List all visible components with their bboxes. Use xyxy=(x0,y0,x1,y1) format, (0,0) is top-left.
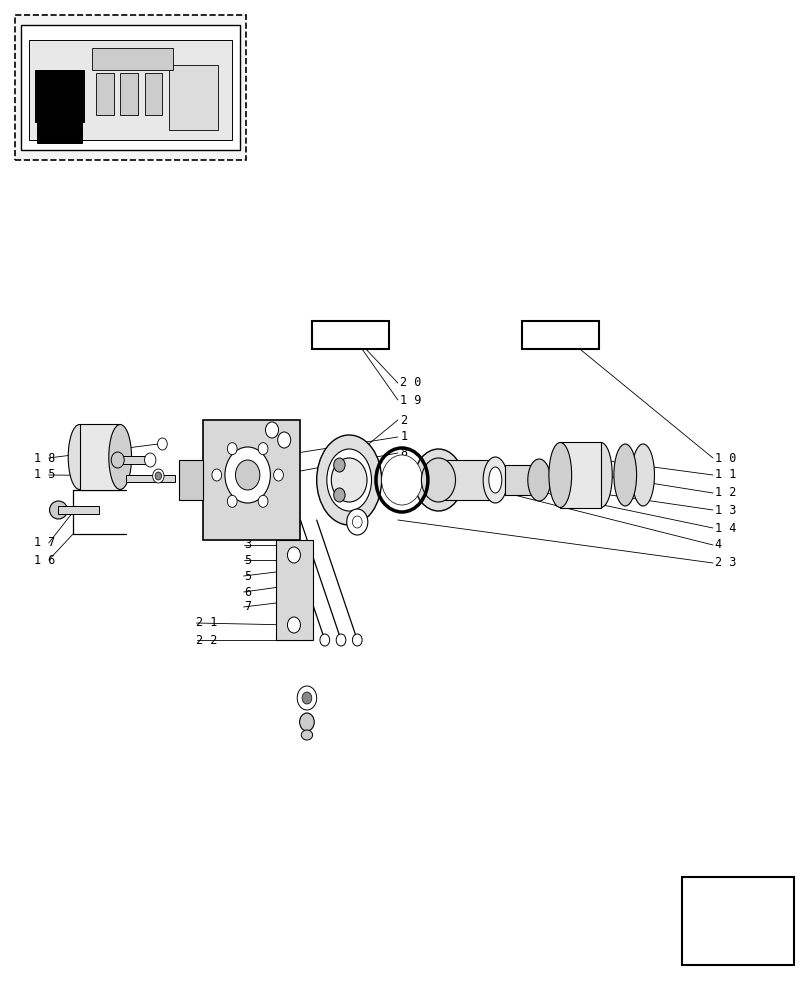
Circle shape xyxy=(212,469,221,481)
Bar xyxy=(58,506,99,514)
Circle shape xyxy=(287,547,300,563)
Text: 5: 5 xyxy=(244,554,251,566)
Circle shape xyxy=(320,634,329,646)
Circle shape xyxy=(155,472,161,480)
Ellipse shape xyxy=(414,449,462,511)
Circle shape xyxy=(265,422,278,438)
Text: 1 8: 1 8 xyxy=(34,452,55,464)
Bar xyxy=(144,73,162,115)
Bar xyxy=(92,48,173,70)
Bar xyxy=(21,25,239,150)
Circle shape xyxy=(277,432,290,448)
Text: 1 2: 1 2 xyxy=(714,487,735,499)
Circle shape xyxy=(152,469,164,483)
Text: 1 3: 1 3 xyxy=(714,504,735,516)
Bar xyxy=(15,15,246,160)
Ellipse shape xyxy=(68,424,91,489)
Ellipse shape xyxy=(483,457,507,503)
Circle shape xyxy=(302,692,311,704)
Text: 8: 8 xyxy=(400,446,407,460)
Text: 5: 5 xyxy=(244,570,251,582)
Circle shape xyxy=(331,458,367,502)
Bar xyxy=(203,420,300,540)
Bar xyxy=(120,456,152,464)
Circle shape xyxy=(297,686,316,710)
Ellipse shape xyxy=(326,449,371,511)
Ellipse shape xyxy=(548,442,571,508)
Bar xyxy=(178,460,203,500)
Circle shape xyxy=(144,453,156,467)
Circle shape xyxy=(111,452,124,468)
Text: 1 1: 1 1 xyxy=(714,468,735,482)
Bar xyxy=(35,70,84,122)
Bar xyxy=(169,65,217,130)
Ellipse shape xyxy=(589,442,611,508)
Ellipse shape xyxy=(421,458,455,502)
Text: 1 9: 1 9 xyxy=(400,393,421,406)
Circle shape xyxy=(352,516,362,528)
Text: 4: 4 xyxy=(714,538,721,552)
Text: 3: 3 xyxy=(244,538,251,552)
Ellipse shape xyxy=(527,459,550,501)
Circle shape xyxy=(258,443,268,455)
Text: 2 3: 2 3 xyxy=(714,556,735,570)
Text: 7: 7 xyxy=(244,600,251,613)
Bar xyxy=(521,321,598,349)
Text: 1 7: 1 7 xyxy=(34,536,55,550)
Bar xyxy=(37,121,82,143)
Bar xyxy=(311,321,389,349)
Circle shape xyxy=(333,458,345,472)
Bar xyxy=(504,465,539,495)
Circle shape xyxy=(258,495,268,507)
Text: 2 0: 2 0 xyxy=(400,376,421,389)
Text: 1: 1 xyxy=(400,430,407,444)
Text: 1 0: 1 0 xyxy=(714,452,735,464)
Circle shape xyxy=(273,469,283,481)
Circle shape xyxy=(227,443,237,455)
Text: 1 6: 1 6 xyxy=(34,554,55,566)
Text: 2: 2 xyxy=(400,414,407,426)
Text: PAG. 2: PAG. 2 xyxy=(535,328,584,342)
Text: PAG. 2: PAG. 2 xyxy=(326,328,375,342)
Bar xyxy=(120,73,138,115)
Bar xyxy=(560,442,600,508)
Circle shape xyxy=(346,509,367,535)
Circle shape xyxy=(235,460,260,490)
Text: 1 5: 1 5 xyxy=(34,468,55,482)
Text: 9: 9 xyxy=(400,464,407,477)
Bar xyxy=(29,40,232,140)
Bar xyxy=(96,73,114,115)
Ellipse shape xyxy=(613,444,636,506)
Circle shape xyxy=(381,455,422,505)
Bar xyxy=(79,424,120,490)
Text: 2 1: 2 1 xyxy=(195,616,217,630)
Ellipse shape xyxy=(109,424,131,489)
Circle shape xyxy=(352,634,362,646)
Ellipse shape xyxy=(316,435,381,525)
Circle shape xyxy=(157,438,167,450)
Bar xyxy=(126,475,174,482)
Ellipse shape xyxy=(488,467,501,493)
Text: 2 2: 2 2 xyxy=(195,634,217,647)
Circle shape xyxy=(287,617,300,633)
Text: 6: 6 xyxy=(244,585,251,598)
Ellipse shape xyxy=(631,444,654,506)
Text: 1 4: 1 4 xyxy=(714,522,735,534)
Circle shape xyxy=(225,447,270,503)
Bar xyxy=(444,460,500,500)
Bar xyxy=(681,877,793,965)
Circle shape xyxy=(299,713,314,731)
Ellipse shape xyxy=(301,730,312,740)
Circle shape xyxy=(336,634,345,646)
Circle shape xyxy=(227,495,237,507)
Bar xyxy=(276,540,312,640)
Ellipse shape xyxy=(49,501,67,519)
Circle shape xyxy=(333,488,345,502)
